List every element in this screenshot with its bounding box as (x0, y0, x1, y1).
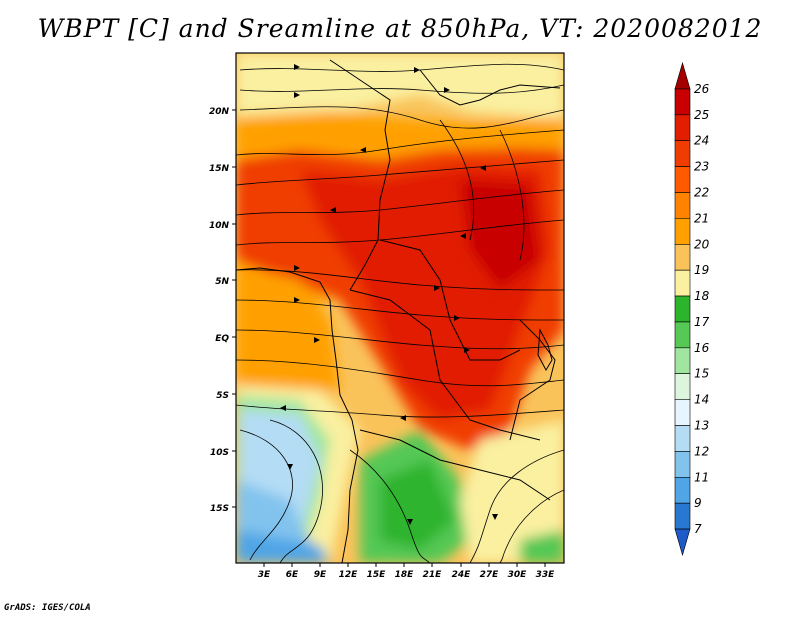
colorbar-swatch (674, 192, 691, 219)
colorbar-label: 13 (694, 419, 709, 433)
colorbar-labels: 26 25 24 23 22 21 20 19 18 17 16 15 14 13 12 11 9 7 (694, 82, 710, 536)
colorbar-swatch (674, 61, 691, 90)
colorbar-label: 24 (694, 134, 709, 148)
lat-ticks (232, 109, 236, 508)
colorbar-label: 22 (694, 185, 709, 199)
colorbar-label: 23 (694, 160, 709, 174)
colorbar-swatch (674, 114, 691, 141)
chart-title: WBPT [C] and Sreamline at 850hPa, VT: 20… (37, 14, 763, 43)
lat-tick-labels: 20N 15N 10N 5N EQ 5S 10S 15S (209, 107, 230, 514)
colorbar-swatch (674, 425, 691, 452)
colorbar-swatch (674, 321, 691, 349)
lon-label: 18E (395, 570, 415, 580)
lat-label: 5N (215, 277, 229, 287)
lon-label: 24E (452, 570, 472, 580)
lat-label: 5S (216, 391, 229, 401)
grads-credit: GrADS: IGES/COLA (4, 603, 91, 613)
colorbar-label: 12 (694, 444, 709, 458)
lat-label: 10S (210, 448, 229, 458)
colorbar-swatch (674, 347, 691, 375)
colorbar-swatch (674, 451, 691, 478)
colorbar-label: 7 (694, 522, 702, 536)
colorbar-label: 15 (694, 367, 709, 381)
lon-tick-labels: 3E 6E 9E 12E 15E 18E 21E 24E 27E 30E 33E (258, 570, 555, 580)
map-frame (235, 52, 565, 564)
lon-label: 6E (286, 570, 299, 580)
lon-label: 30E (508, 570, 528, 580)
colorbar-swatch (674, 528, 691, 557)
colorbar-swatch (674, 399, 691, 426)
colorbar-swatch (674, 243, 691, 271)
lat-label: 20N (209, 107, 230, 117)
lat-label: 10N (209, 221, 230, 231)
colorbar-swatch (674, 295, 691, 323)
colorbar-label: 11 (694, 470, 709, 484)
lon-label: 33E (536, 570, 556, 580)
lat-label: 15S (210, 504, 229, 514)
colorbar-label: 26 (694, 82, 710, 96)
lon-label: 27E (480, 570, 500, 580)
lat-label: 15N (209, 164, 230, 174)
colorbar-label: 20 (694, 237, 710, 251)
colorbar-swatch (674, 502, 691, 530)
colorbar-swatch (674, 373, 691, 400)
lat-label: EQ (215, 334, 229, 344)
lon-label: 9E (314, 570, 327, 580)
lon-ticks (263, 563, 546, 567)
colorbar-label: 19 (694, 263, 709, 277)
lon-label: 15E (367, 570, 387, 580)
colorbar-label: 17 (694, 315, 710, 329)
colorbar-swatch (674, 218, 691, 245)
lon-label: 3E (258, 570, 271, 580)
colorbar-swatch (674, 88, 691, 116)
colorbar-label: 18 (694, 289, 710, 303)
colorbar-label: 25 (694, 108, 709, 122)
colorbar-label: 9 (694, 496, 702, 510)
lon-label: 12E (339, 570, 359, 580)
colorbar-swatch (674, 269, 691, 297)
colorbar-swatch (674, 166, 691, 193)
colorbar-label: 16 (694, 341, 710, 355)
streamlines (236, 63, 564, 563)
colorbar-swatch (674, 477, 691, 504)
coastlines-borders (236, 59, 561, 563)
colorbar-label: 21 (694, 211, 709, 225)
colorbar (674, 61, 691, 557)
colorbar-swatch (674, 140, 691, 167)
colorbar-label: 14 (694, 393, 709, 407)
streamline-arrows (280, 64, 498, 525)
lon-label: 21E (423, 570, 443, 580)
